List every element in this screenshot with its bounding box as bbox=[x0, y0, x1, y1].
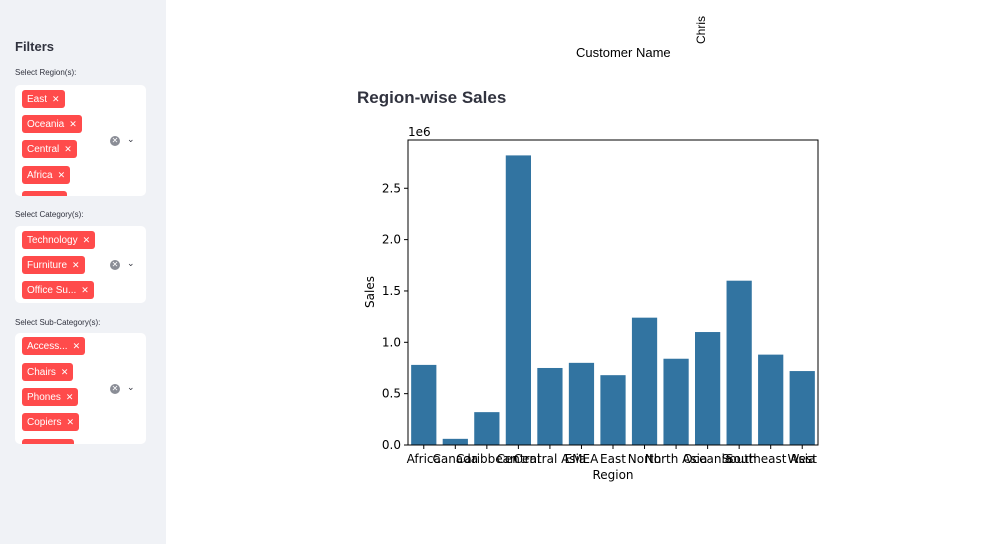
region-multiselect[interactable]: East ✕ Oceania ✕ Central ✕ Africa ✕ ✕ ⌄ bbox=[15, 85, 146, 196]
remove-tag-icon[interactable]: ✕ bbox=[52, 94, 60, 104]
subcategory-tag[interactable]: Access... ✕ bbox=[22, 337, 86, 355]
remove-tag-icon[interactable]: ✕ bbox=[69, 119, 77, 129]
x-axis-label: Region bbox=[592, 468, 633, 482]
x-tick-label: Caribbean bbox=[456, 452, 518, 466]
bar-canada bbox=[442, 438, 468, 445]
section-title: Region-wise Sales bbox=[357, 88, 507, 107]
bar-south bbox=[726, 280, 752, 445]
x-tick-label: East bbox=[600, 452, 626, 466]
chevron-down-icon[interactable]: ⌄ bbox=[127, 258, 135, 268]
sidebar-title: Filters bbox=[15, 39, 55, 54]
subcategory-tag[interactable] bbox=[22, 439, 74, 444]
x-tick-label: Oceania bbox=[683, 452, 732, 466]
bar-caribbean bbox=[474, 412, 500, 445]
bar-emea bbox=[568, 362, 595, 445]
clear-all-icon[interactable]: ✕ bbox=[110, 384, 120, 394]
remove-tag-icon[interactable]: ✕ bbox=[57, 170, 66, 180]
plot-frame bbox=[407, 139, 819, 446]
clear-all-icon[interactable]: ✕ bbox=[110, 136, 120, 146]
remove-tag-icon[interactable]: ✕ bbox=[65, 392, 74, 402]
subcategory-tag[interactable]: Copiers ✕ bbox=[22, 413, 80, 431]
category-tag[interactable]: Office Su... ✕ bbox=[22, 281, 94, 299]
region-tag[interactable]: Central ✕ bbox=[22, 140, 77, 158]
remove-tag-icon[interactable]: ✕ bbox=[82, 235, 91, 245]
subcategory-tag[interactable]: Phones ✕ bbox=[22, 388, 79, 406]
x-tick-label: Central Asia bbox=[514, 452, 587, 466]
bar-africa bbox=[411, 364, 437, 445]
bar-oceania bbox=[695, 332, 721, 445]
category-tag[interactable]: Furniture ✕ bbox=[22, 256, 85, 274]
bar-north bbox=[631, 317, 658, 445]
x-tick-label: West bbox=[787, 452, 817, 466]
sidebar: Filters Select Region(s): East ✕ Oceania ✕… bbox=[0, 0, 166, 544]
clear-all-icon[interactable]: ✕ bbox=[110, 260, 120, 270]
subcategory-tag[interactable]: Chairs ✕ bbox=[22, 363, 74, 381]
remove-tag-icon[interactable]: ✕ bbox=[72, 341, 81, 351]
x-tick-label: North Asia bbox=[645, 452, 708, 466]
region-tag[interactable] bbox=[22, 191, 67, 196]
remove-tag-icon[interactable]: ✕ bbox=[64, 144, 72, 154]
bar-east bbox=[600, 375, 626, 445]
remove-tag-icon[interactable]: ✕ bbox=[81, 285, 89, 295]
subcategory-filter-label: Select Sub-Category(s): bbox=[15, 318, 101, 327]
y-tick-label: 2.5 bbox=[382, 181, 401, 195]
category-tag[interactable]: Technology ✕ bbox=[22, 231, 96, 249]
chevron-down-icon[interactable]: ⌄ bbox=[127, 382, 135, 392]
x-tick-label: Central bbox=[497, 452, 541, 466]
remove-tag-icon[interactable]: ✕ bbox=[60, 367, 69, 377]
y-tick-label: 1.0 bbox=[382, 335, 401, 349]
region-tag[interactable]: East ✕ bbox=[22, 90, 65, 108]
y-tick-label: 0.5 bbox=[382, 387, 401, 401]
y-tick-label: 1.5 bbox=[382, 284, 401, 298]
bar-southeast-asia bbox=[758, 354, 784, 445]
region-tag[interactable]: Africa ✕ bbox=[22, 166, 71, 184]
category-multiselect[interactable]: Technology ✕ Furniture ✕ Office Su... ✕ ✕ ⌄ bbox=[15, 226, 146, 303]
y-tick-label: 2.0 bbox=[382, 233, 401, 247]
x-tick-label: EMEA bbox=[565, 452, 600, 466]
x-tick-label: South bbox=[722, 452, 757, 466]
bar-central-asia bbox=[537, 367, 563, 445]
y-axis-label: Sales bbox=[363, 276, 377, 308]
remove-tag-icon[interactable]: ✕ bbox=[66, 417, 75, 427]
offset-label: 1e6 bbox=[408, 125, 431, 139]
bar-central bbox=[505, 155, 531, 445]
x-tick-label: Southeast Asia bbox=[726, 452, 816, 466]
x-tick-label: Africa bbox=[407, 452, 441, 466]
x-tick-label: Canada bbox=[432, 452, 478, 466]
region-filter-label: Select Region(s): bbox=[15, 68, 77, 77]
top-chart-xlabel: Customer Name bbox=[576, 45, 671, 60]
chevron-down-icon[interactable]: ⌄ bbox=[127, 134, 135, 144]
x-tick-label: North bbox=[628, 452, 662, 466]
y-tick-label: 0.0 bbox=[382, 438, 401, 452]
region-tag[interactable]: Oceania ✕ bbox=[22, 115, 82, 133]
bar-west bbox=[789, 371, 815, 445]
subcategory-multiselect[interactable]: Access... ✕ Chairs ✕ Phones ✕ Copiers ✕ ✕ ⌄ bbox=[15, 333, 146, 444]
category-filter-label: Select Category(s): bbox=[15, 210, 84, 219]
bar-north-asia bbox=[663, 358, 689, 445]
remove-tag-icon[interactable]: ✕ bbox=[72, 260, 80, 270]
